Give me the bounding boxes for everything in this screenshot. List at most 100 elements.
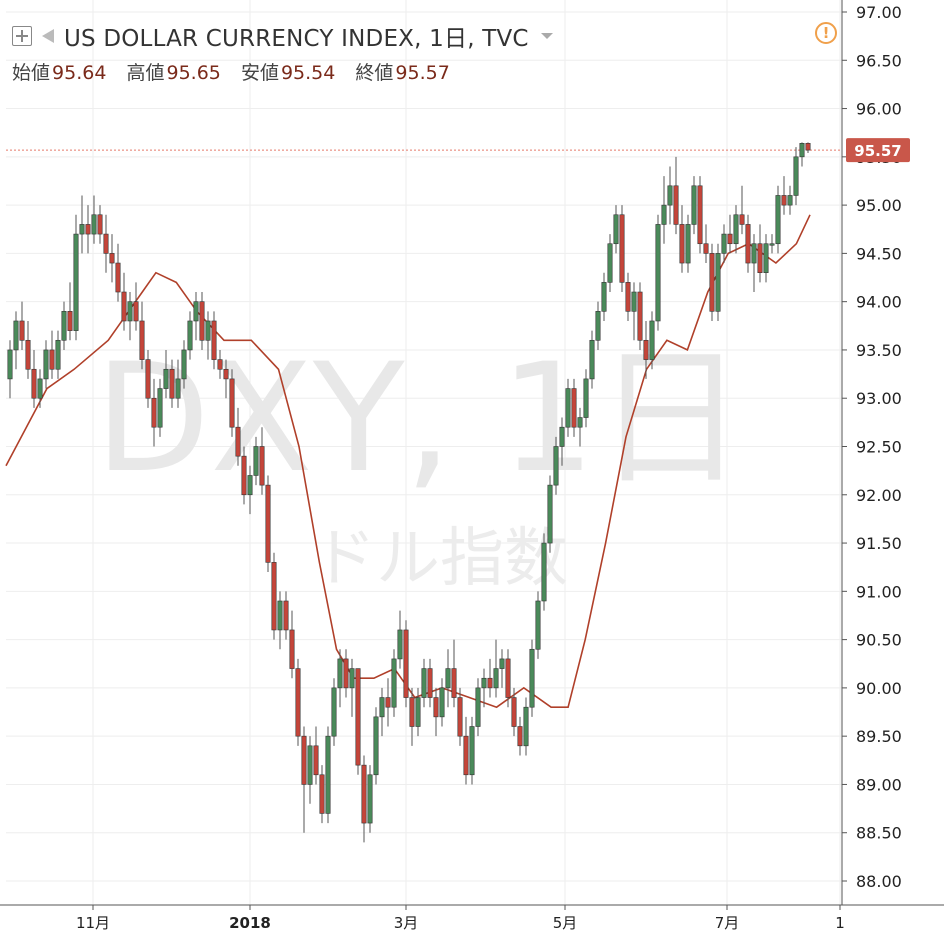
candle-up xyxy=(349,668,355,689)
chart-title[interactable]: US DOLLAR CURRENCY INDEX, 1日, TVC xyxy=(64,26,529,52)
alert-icon[interactable]: ! xyxy=(815,22,837,44)
candle-down xyxy=(385,697,391,708)
grid-layer xyxy=(0,0,944,906)
candle-up xyxy=(631,291,637,312)
candle-up xyxy=(787,195,793,206)
candle-up xyxy=(529,648,535,708)
y-tick-label: 93.00 xyxy=(856,389,902,408)
candle-down xyxy=(355,668,361,766)
candle-up xyxy=(7,349,13,380)
candle-down xyxy=(295,668,301,737)
candle-down xyxy=(637,291,643,341)
candle-down xyxy=(739,214,745,225)
candle-up xyxy=(523,706,529,747)
candle-up xyxy=(181,349,187,380)
x-tick-label: 2018 xyxy=(229,914,271,932)
candle-down xyxy=(409,697,415,727)
candle-up xyxy=(613,214,619,245)
y-tick-label: 88.00 xyxy=(856,872,902,891)
candle-up xyxy=(37,378,43,399)
flag-icon[interactable] xyxy=(42,29,54,43)
chevron-down-icon[interactable] xyxy=(540,33,553,39)
candle-up xyxy=(445,668,451,689)
candle-up xyxy=(715,253,721,312)
candle-down xyxy=(511,697,517,727)
x-tick-label: 3月 xyxy=(394,914,419,932)
candle-up xyxy=(277,600,283,631)
y-tick-label: 91.50 xyxy=(856,534,902,553)
candle-down xyxy=(403,629,409,698)
candle-down xyxy=(487,677,493,689)
candle-up xyxy=(61,311,67,341)
moving-average-layer xyxy=(5,214,811,709)
candle-down xyxy=(229,378,235,428)
candle-down xyxy=(457,697,463,737)
y-tick-label: 95.00 xyxy=(856,196,902,215)
candle-down xyxy=(283,600,289,631)
candle-down xyxy=(619,214,625,283)
candle-up xyxy=(601,282,607,312)
low-value: 95.54 xyxy=(280,62,336,84)
watermark: DXY, 1日 ドル指数 xyxy=(95,332,746,596)
candle-down xyxy=(49,349,55,370)
y-tick-label: 91.00 xyxy=(856,582,902,601)
candle-down xyxy=(235,426,241,457)
candle-up xyxy=(325,735,331,814)
candle-up xyxy=(655,224,661,322)
expand-icon[interactable] xyxy=(12,26,32,46)
candle-up xyxy=(589,339,595,380)
candle-up xyxy=(373,716,379,776)
candle-down xyxy=(433,697,439,718)
candle-up xyxy=(685,224,691,264)
candle-down xyxy=(313,745,319,776)
candle-down xyxy=(67,311,73,331)
candle-up xyxy=(391,658,397,708)
candle-down xyxy=(121,291,127,322)
candle-down xyxy=(217,359,223,370)
x-tick-label: 1 xyxy=(835,914,845,932)
candle-down xyxy=(673,185,679,225)
candle-down xyxy=(463,735,469,776)
candle-down xyxy=(679,224,685,264)
time-axis[interactable]: 11月 2018 3月 5月 7月 1 xyxy=(76,905,845,932)
x-tick-label: 5月 xyxy=(553,914,578,932)
candle-up xyxy=(205,320,211,341)
candle-up xyxy=(799,143,805,158)
candle-down xyxy=(259,446,265,486)
x-tick-label: 7月 xyxy=(715,914,740,932)
candle-up xyxy=(55,339,61,370)
candle-up xyxy=(751,243,757,264)
candle-up xyxy=(493,668,499,689)
y-tick-label: 94.50 xyxy=(856,244,902,263)
candle-up xyxy=(769,243,775,246)
candle-down xyxy=(115,262,121,293)
candle-down xyxy=(85,224,91,235)
last-price-tag-text: 95.57 xyxy=(854,142,901,160)
y-tick-label: 88.50 xyxy=(856,824,902,843)
candle-down xyxy=(211,320,217,360)
last-price-tag: 95.57 xyxy=(846,138,910,163)
candle-up xyxy=(595,311,601,341)
candle-down xyxy=(169,368,175,399)
candle-up xyxy=(13,320,19,351)
open-label: 始値 xyxy=(12,62,51,84)
candle-up xyxy=(157,388,163,428)
candle-up xyxy=(439,687,445,718)
candle-down xyxy=(19,320,25,341)
candle-down xyxy=(139,320,145,360)
last-price-tag-bg xyxy=(846,138,910,163)
candle-up xyxy=(541,542,547,602)
candle-up xyxy=(469,726,475,776)
price-axis[interactable]: 88.00 88.50 89.00 89.50 90.00 90.50 91.00 91.50… xyxy=(842,3,902,891)
y-tick-label: 90.50 xyxy=(856,631,902,650)
y-tick-label: 92.50 xyxy=(856,438,902,457)
candle-up xyxy=(499,658,505,669)
candle-up xyxy=(253,446,259,476)
candle-up xyxy=(793,156,799,196)
y-tick-label: 94.00 xyxy=(856,293,902,312)
candle-down xyxy=(703,243,709,254)
candle-down xyxy=(343,658,349,689)
candle-up xyxy=(187,320,193,351)
